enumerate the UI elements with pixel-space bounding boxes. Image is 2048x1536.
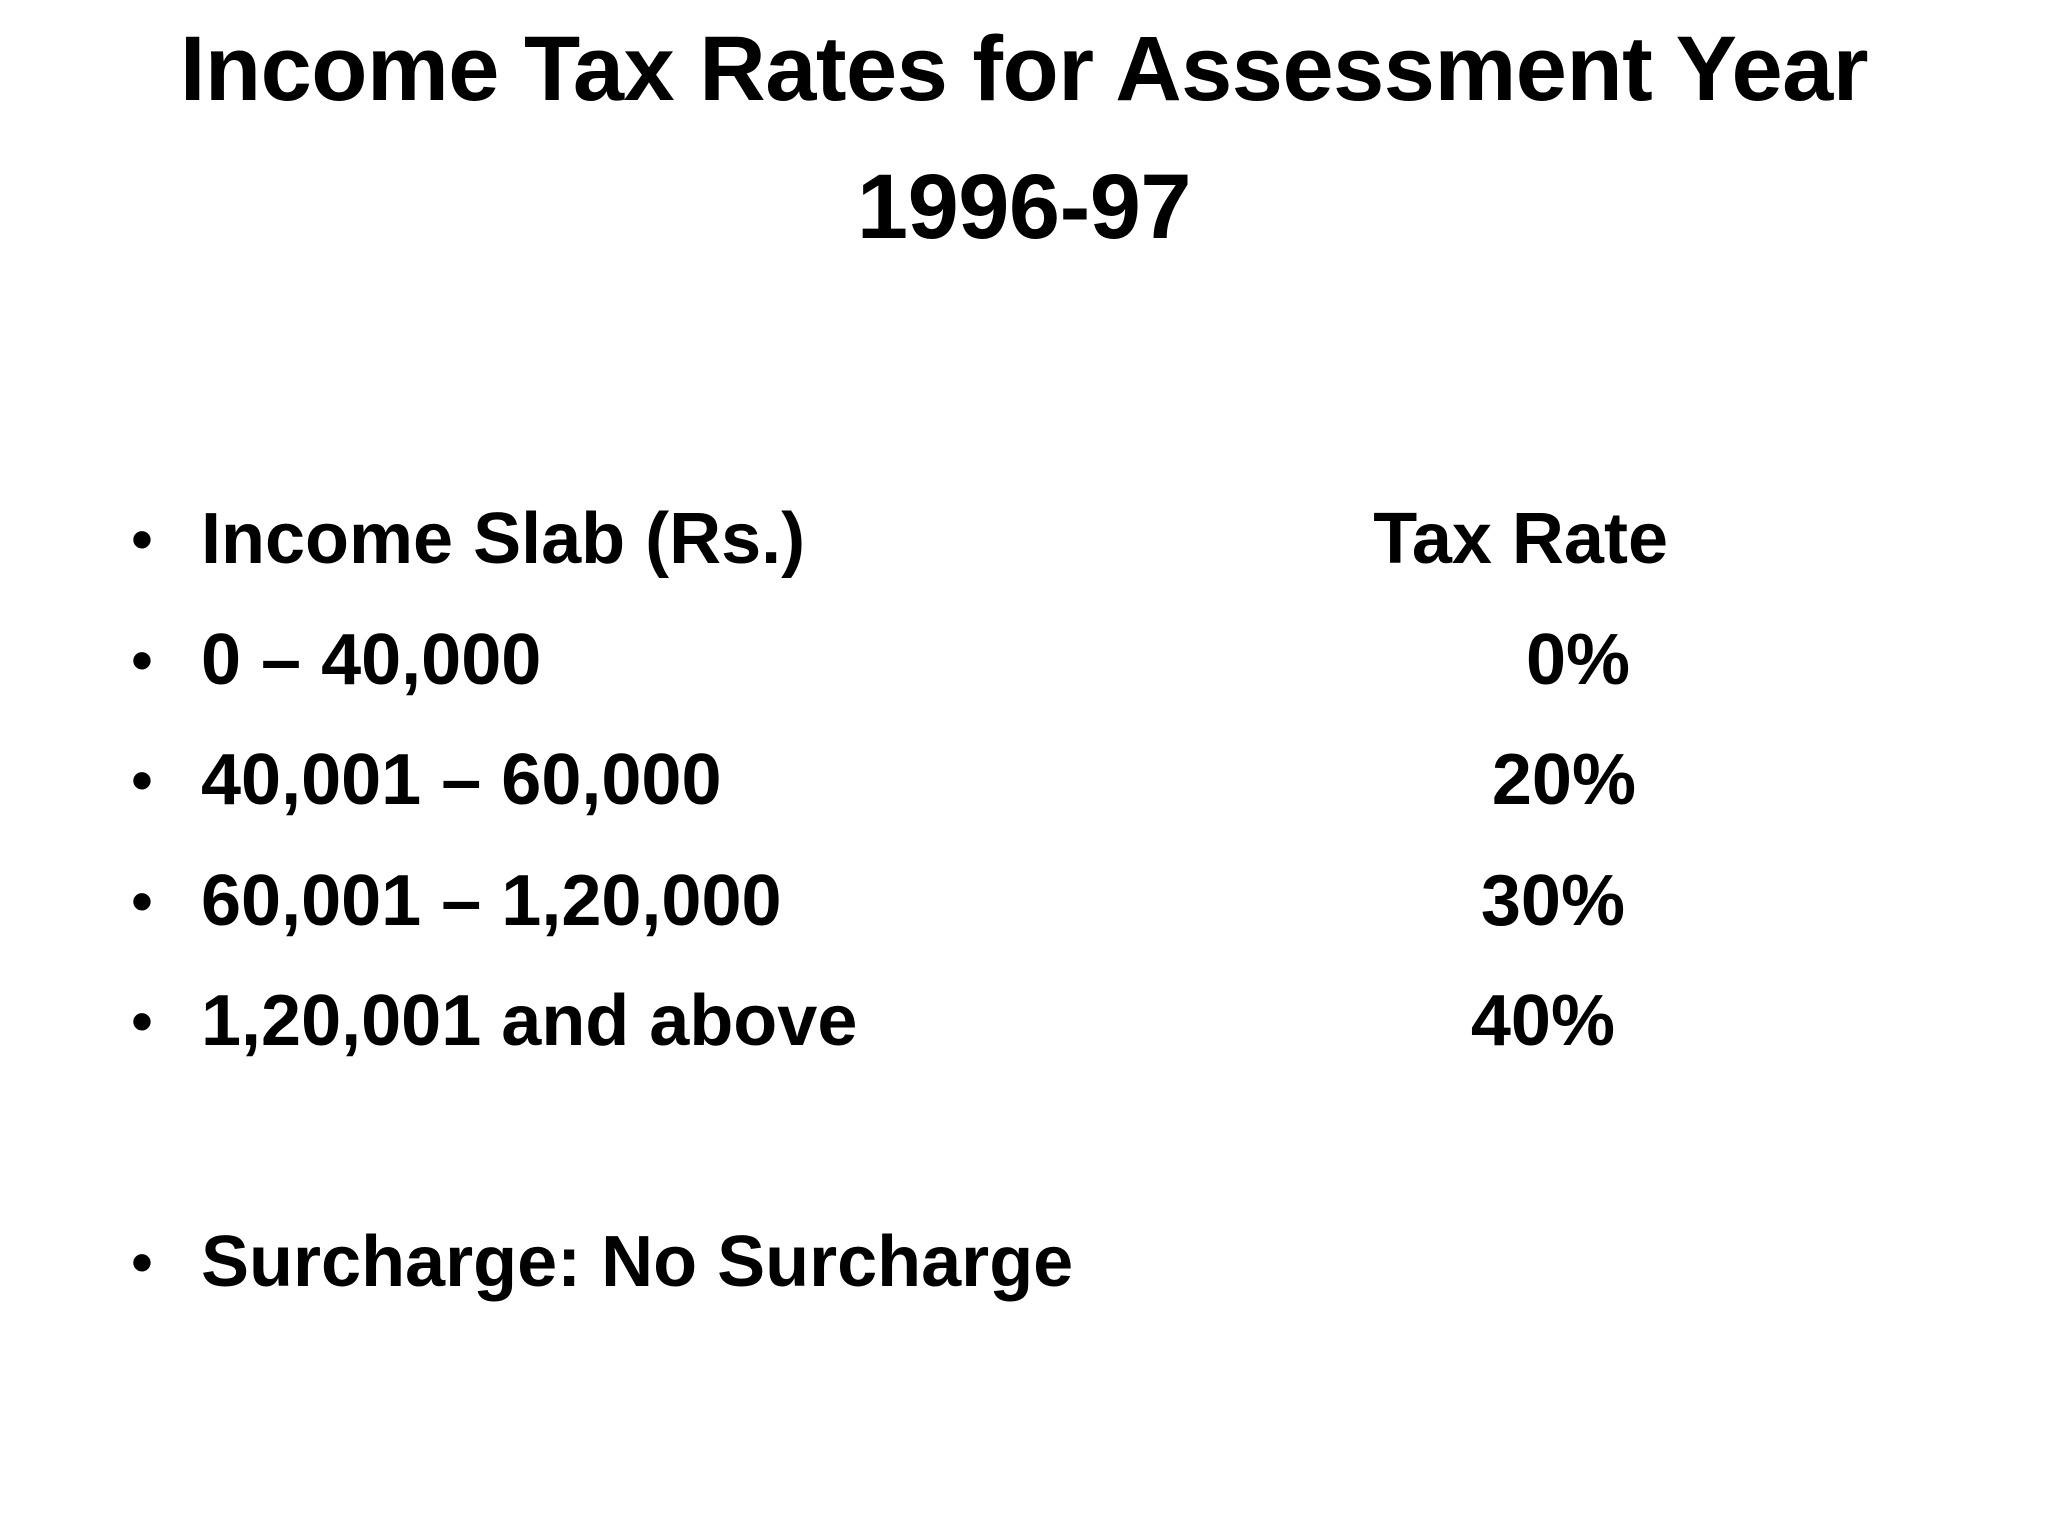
column-header-tax-rate: Tax Rate [1373,499,1668,579]
bullet-icon: • [130,865,154,937]
income-slab: 60,001 – 1,20,000 [201,861,782,941]
bullet-icon: • [130,624,154,696]
tax-rate: 0% [1525,620,1630,700]
bullet-icon: • [130,744,154,816]
list-item-header: • Income Slab (Rs.) Tax Rate [0,489,2048,589]
tax-rate: 20% [1491,740,1636,820]
list-item-slab-row: • 1,20,001 and above 40% [0,971,2048,1071]
list-item-slab-row: • 60,001 – 1,20,000 30% [0,851,2048,951]
tax-rate: 40% [1470,981,1615,1061]
income-slab: 1,20,001 and above [201,981,858,1061]
bullet-icon: • [130,1226,154,1298]
income-slab: 0 – 40,000 [201,620,542,700]
surcharge-note: Surcharge: No Surcharge [201,1222,1074,1302]
tax-rate: 30% [1480,861,1625,941]
income-slab: 40,001 – 60,000 [201,740,722,820]
list-item-slab-row: • 0 – 40,000 0% [0,610,2048,710]
column-header-income-slab: Income Slab (Rs.) [201,499,806,579]
bullet-icon: • [130,985,154,1057]
list-item-surcharge: • Surcharge: No Surcharge [0,1212,2048,1312]
bullet-icon: • [130,503,154,575]
slide-title: Income Tax Rates for Assessment Year 199… [179,18,1869,258]
list-item-slab-row: • 40,001 – 60,000 20% [0,730,2048,830]
